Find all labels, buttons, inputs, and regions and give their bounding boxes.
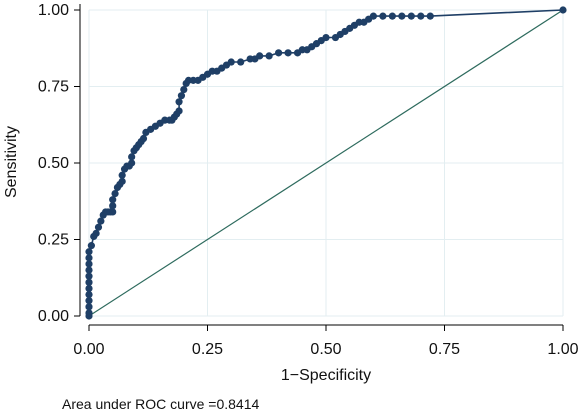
roc-point (379, 12, 387, 20)
roc-point (118, 177, 126, 185)
y-axis-title: Sensitivity (3, 126, 20, 198)
y-tick-label-3: 0.75 (38, 79, 69, 96)
x-tick-label-3: 0.75 (429, 341, 460, 358)
roc-point (109, 202, 117, 210)
roc-point (85, 260, 93, 268)
roc-point (85, 254, 93, 262)
roc-point (92, 229, 100, 237)
roc-point (256, 52, 264, 60)
roc-point (407, 12, 415, 20)
roc-point (109, 196, 117, 204)
axes (74, 4, 564, 331)
x-tick-label-1: 0.25 (192, 341, 223, 358)
roc-point (265, 52, 273, 60)
roc-point (426, 12, 434, 20)
roc-point (97, 217, 105, 225)
roc-point (118, 171, 126, 179)
roc-point (94, 223, 103, 231)
roc-point (180, 85, 188, 94)
roc-point (85, 272, 93, 280)
y-tick-label-1: 0.25 (38, 232, 69, 249)
roc-point (109, 208, 117, 216)
roc-point (175, 107, 183, 115)
roc-point (388, 12, 396, 20)
x-tick-label-0: 0.00 (73, 341, 104, 358)
roc-point (85, 266, 93, 274)
roc-point (85, 278, 93, 286)
roc-point (128, 159, 136, 167)
roc-point (284, 49, 292, 57)
roc-point (128, 153, 136, 161)
roc-point (85, 248, 93, 256)
x-axis-title: 1−Specificity (281, 367, 371, 384)
roc-point (111, 190, 119, 198)
roc-point (85, 309, 93, 317)
roc-point (87, 242, 95, 250)
roc-point (175, 98, 183, 106)
reference-line (88, 9, 564, 317)
roc-point (369, 12, 377, 20)
roc-point (85, 284, 93, 293)
roc-point (559, 6, 567, 14)
grid-lines (88, 9, 564, 317)
roc-point (85, 297, 93, 305)
roc-point (177, 92, 186, 100)
y-tick-label-2: 0.50 (38, 155, 69, 172)
x-tick-label-4: 1.00 (547, 341, 578, 358)
roc-point (85, 290, 93, 299)
roc-point (237, 58, 245, 66)
roc-chart: 0.00 0.25 0.50 0.75 1.00 0.00 0.25 0.50 0.75 1.00… (3, 2, 579, 384)
roc-point (139, 134, 148, 143)
roc-point (322, 33, 330, 42)
roc-points (85, 6, 567, 320)
reference-diagonal (88, 9, 564, 317)
y-tick-label-4: 1.00 (38, 2, 69, 19)
x-tick-label-2: 0.50 (310, 341, 341, 358)
auc-note: Area under ROC curve =0.8414 (62, 396, 260, 412)
roc-point (275, 49, 283, 57)
roc-point (417, 12, 425, 20)
tick-labels: 0.00 0.25 0.50 0.75 1.00 0.00 0.25 0.50 0.75 1.00 (38, 2, 579, 358)
roc-point (398, 12, 406, 20)
roc-point (85, 303, 93, 311)
roc-point (227, 58, 235, 66)
y-tick-label-0: 0.00 (38, 308, 69, 325)
